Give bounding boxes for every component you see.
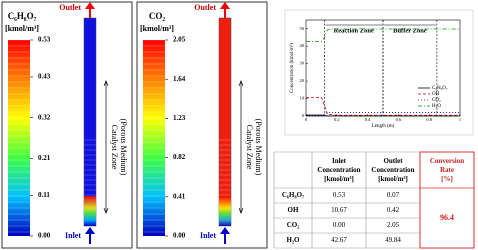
table-cell: 0.00 xyxy=(333,221,346,229)
table-cell: 42.67 xyxy=(331,236,347,244)
zone-label: (Porous Medium) xyxy=(254,119,263,176)
panel-title: CO₂ xyxy=(149,11,166,21)
table-cell: 49.84 xyxy=(385,236,401,244)
column-gradient xyxy=(219,196,231,226)
column-gradient xyxy=(84,196,96,226)
table-header: Conversion Rate [%] xyxy=(430,157,464,183)
y-axis-label: Concentration (kmol/m³) xyxy=(289,43,295,93)
zone-label: Reaction Zone xyxy=(334,27,374,34)
table-header: Outlet Concentration [kmol/m³] xyxy=(371,157,414,183)
chart-frame xyxy=(284,9,474,136)
colorbar-label: 0.11 xyxy=(38,191,50,199)
table-header: Inlet Concentration [kmol/m³] xyxy=(317,157,360,183)
zone-label: Catalyst Zone xyxy=(245,125,254,170)
colorbar-label: 0.53 xyxy=(38,36,51,44)
colorbar xyxy=(143,40,165,236)
zone-label: Buffer Zone xyxy=(393,27,427,34)
colorbar-label: 1.64 xyxy=(173,75,186,83)
row-label: OH xyxy=(288,206,299,214)
y-tick-label: 40 xyxy=(300,43,305,48)
conversion-frame xyxy=(419,151,475,249)
panel-frame xyxy=(136,1,268,249)
series-line xyxy=(306,96,460,116)
colorbar-label: 0.82 xyxy=(173,153,186,161)
colorbar xyxy=(8,40,30,236)
table-cell: 0.53 xyxy=(333,191,346,199)
row-label: CO₂ xyxy=(287,221,300,229)
legend-label: CO₂ xyxy=(432,98,441,103)
x-axis-label: Length (m) xyxy=(372,124,395,129)
outlet-label: Outlet xyxy=(59,3,81,12)
panel-frame xyxy=(1,1,133,249)
legend-label: OH xyxy=(432,92,440,97)
table-cell: 0.07 xyxy=(387,191,400,199)
panel-title: C₆H₈O₇ xyxy=(8,11,37,21)
colorbar-label: 0.32 xyxy=(38,113,51,121)
x-tick-label: 0.6 xyxy=(396,117,402,122)
series-line xyxy=(306,114,460,117)
inlet-label: Inlet xyxy=(200,231,216,240)
colorbar-label: 1.23 xyxy=(173,114,186,122)
table-cell: 10.67 xyxy=(331,206,347,214)
inlet-arrowhead xyxy=(85,227,95,234)
zone-label: (Porous Medium) xyxy=(119,119,128,176)
panel-unit: [kmol/m³] xyxy=(5,24,39,33)
row-label: C₆H₈O₇ xyxy=(282,191,304,199)
table-cell: 0.42 xyxy=(387,206,400,214)
conversion-value: 96.4 xyxy=(440,213,454,222)
colorbar-label: 0.00 xyxy=(173,232,186,240)
colorbar-label: 0.21 xyxy=(38,154,51,162)
zone-arrowhead xyxy=(238,80,244,214)
x-tick-label: 0 xyxy=(305,117,308,122)
y-tick-label: 20 xyxy=(300,78,305,83)
legend-label: C₆H₈O₇ xyxy=(432,86,448,91)
colorbar-label: 0.00 xyxy=(38,232,51,240)
outlet-label: Outlet xyxy=(194,3,216,12)
x-tick-label: 0.4 xyxy=(365,117,371,122)
colorbar-label: 0.43 xyxy=(38,73,51,81)
legend-label: H₂O xyxy=(432,104,441,109)
y-tick-label: 10 xyxy=(300,96,305,101)
outlet-arrowhead xyxy=(85,2,95,9)
y-tick-label: 0 xyxy=(302,113,305,118)
zone-arrowhead xyxy=(103,80,109,214)
zone-label: Catalyst Zone xyxy=(110,125,119,170)
table-cell: 2.05 xyxy=(387,221,400,229)
x-tick-label: 0.2 xyxy=(334,117,340,122)
colorbar-label: 0.41 xyxy=(173,192,186,200)
inlet-label: Inlet xyxy=(65,231,81,240)
series-line xyxy=(306,112,460,117)
x-tick-label: 0.8 xyxy=(426,117,432,122)
y-tick-label: 30 xyxy=(300,61,305,66)
colorbar-label: 2.05 xyxy=(173,36,186,44)
row-label: H₂O xyxy=(287,236,301,244)
panel-unit: [kmol/m³] xyxy=(140,24,174,33)
x-tick-label: 1 xyxy=(459,117,461,122)
series-line xyxy=(306,28,460,42)
outlet-arrowhead xyxy=(220,2,230,9)
y-tick-label: 50 xyxy=(300,26,305,31)
inlet-arrowhead xyxy=(220,227,230,234)
